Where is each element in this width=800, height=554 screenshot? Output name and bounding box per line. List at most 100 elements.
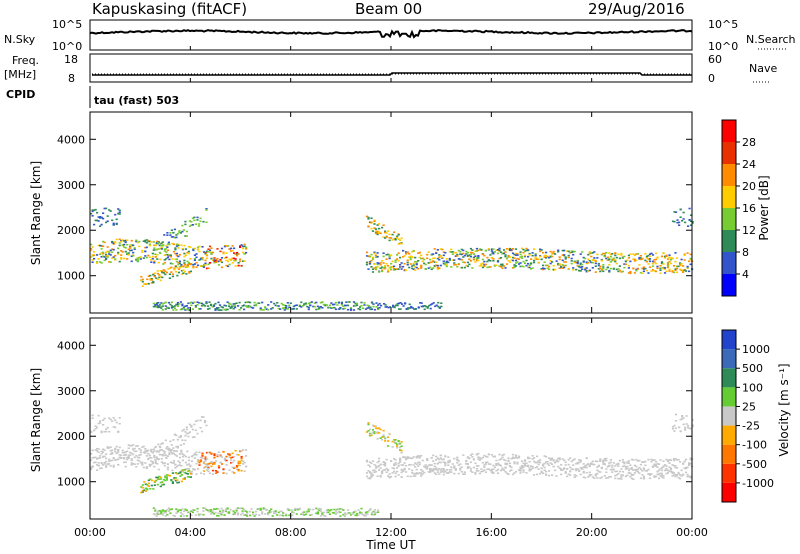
velocity-echo	[412, 475, 415, 477]
velocity-echo	[433, 468, 436, 470]
power-colorbar-swatch	[722, 164, 736, 186]
velocity-echo	[150, 457, 153, 459]
velocity-echo	[114, 426, 117, 429]
velocity-echo	[599, 460, 602, 462]
velocity-echo	[355, 512, 359, 515]
velocity-echo	[624, 475, 627, 478]
velocity-echo	[139, 453, 142, 456]
velocity-echo	[202, 510, 205, 512]
power-echo	[183, 244, 186, 247]
velocity-echo	[210, 465, 213, 468]
velocity-echo	[420, 468, 423, 471]
power-echo	[642, 270, 645, 273]
power-echo	[138, 245, 141, 248]
velocity-echo	[626, 461, 629, 463]
power-echo	[150, 282, 153, 284]
velocity-echo	[384, 464, 387, 467]
velocity-echo	[90, 468, 93, 471]
power-echo	[152, 273, 155, 276]
velocity-echo	[505, 462, 509, 465]
velocity-echo	[441, 458, 444, 461]
power-echo	[385, 236, 388, 238]
velocity-echo	[489, 469, 492, 472]
power-echo	[156, 270, 159, 272]
power-echo	[472, 253, 475, 255]
velocity-echo	[292, 511, 295, 514]
power-echo	[164, 301, 167, 304]
power-echo	[358, 308, 362, 311]
power-echo	[483, 263, 486, 266]
velocity-echo	[415, 463, 418, 465]
velocity-echo	[187, 456, 190, 459]
velocity-echo	[578, 459, 581, 461]
power-echo	[620, 271, 623, 273]
power-echo	[130, 244, 133, 246]
velocity-echo	[198, 451, 201, 454]
power-echo	[127, 252, 130, 254]
velocity-echo	[194, 420, 197, 423]
power-echo	[647, 263, 650, 265]
power-echo	[489, 254, 492, 256]
velocity-echo	[233, 467, 236, 469]
power-echo	[211, 251, 215, 254]
velocity-echo	[638, 459, 641, 462]
velocity-echo	[166, 463, 169, 466]
power-colorbar-swatch	[722, 186, 736, 208]
power-echo	[334, 308, 337, 311]
power-echo	[402, 305, 405, 307]
power-echo	[406, 263, 409, 266]
power-echo	[665, 255, 668, 258]
power-echo	[176, 303, 179, 306]
power-echo	[236, 254, 239, 257]
power-echo	[333, 303, 336, 306]
velocity-echo	[474, 473, 477, 475]
power-echo	[342, 305, 345, 308]
velocity-echo	[217, 465, 221, 467]
velocity-echo	[141, 489, 144, 492]
power-echo	[100, 256, 103, 258]
velocity-echo	[368, 471, 372, 473]
velocity-echo	[100, 431, 103, 434]
velocity-echo	[93, 461, 96, 464]
velocity-echo	[402, 464, 405, 466]
power-echo	[192, 266, 195, 268]
velocity-echo	[519, 469, 522, 471]
velocity-echo	[184, 431, 187, 433]
power-echo	[229, 307, 232, 309]
velocity-echo	[173, 515, 176, 517]
velocity-echo	[394, 463, 397, 466]
power-echo	[180, 273, 183, 275]
power-echo	[105, 221, 108, 224]
velocity-echo	[423, 465, 426, 468]
power-echo	[102, 251, 105, 254]
velocity-echo	[227, 453, 230, 455]
power-echo	[288, 306, 291, 309]
velocity-echo	[648, 473, 652, 475]
power-echo	[371, 256, 375, 259]
power-echo	[202, 251, 206, 253]
velocity-echo	[669, 467, 673, 470]
velocity-echo	[662, 460, 665, 462]
power-echo	[545, 254, 548, 257]
power-echo	[187, 307, 190, 309]
power-echo	[340, 304, 343, 306]
power-echo	[490, 256, 493, 259]
velocity-echo	[255, 513, 258, 516]
velocity-echo	[691, 424, 694, 426]
velocity-echo	[171, 481, 174, 483]
power-echo	[184, 220, 187, 223]
power-echo	[678, 221, 681, 224]
power-echo	[483, 265, 486, 268]
velocity-echo	[102, 451, 105, 453]
velocity-echo	[360, 507, 363, 510]
velocity-echo	[91, 417, 94, 419]
velocity-echo	[185, 509, 188, 511]
power-echo	[238, 301, 241, 304]
velocity-echo	[620, 476, 623, 478]
power-echo	[475, 258, 478, 260]
power-echo	[160, 246, 163, 249]
power-echo	[408, 256, 411, 258]
velocity-echo	[426, 459, 429, 462]
velocity-echo	[237, 462, 240, 464]
power-echo	[307, 306, 310, 309]
